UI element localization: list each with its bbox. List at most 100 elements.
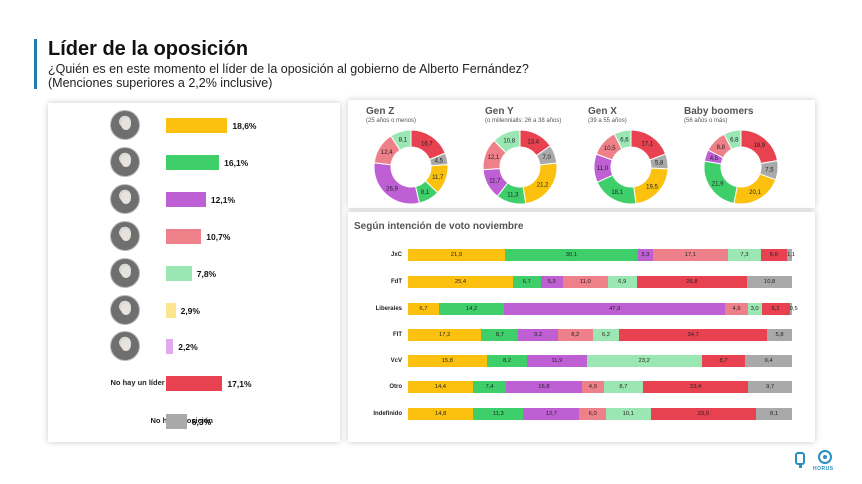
avatar-face xyxy=(121,339,131,351)
donut-slice-label: 10,5 xyxy=(604,146,616,152)
vote-category-label: JxC xyxy=(390,252,402,258)
donut-slice-label: 13,4 xyxy=(527,140,539,146)
vote-stacked-bar: 25,4 6,7 5,3 11,0 6,9 26,8 10,8 xyxy=(408,276,792,288)
vote-segment: 1,1 xyxy=(787,249,795,261)
generation-title: Gen Z xyxy=(366,106,395,117)
donut-slice-label: 21,2 xyxy=(537,182,549,188)
leader-bar xyxy=(166,155,220,170)
donut-slice-label: 12,4 xyxy=(381,150,393,156)
generation-donut: 19,9 7,5 20,1 21,9 4,5 8,8 6,8 xyxy=(703,129,779,205)
vote-segment: 5,3 xyxy=(540,276,563,288)
vote-segment: 11,0 xyxy=(562,276,609,288)
donut-slice-label: 11,3 xyxy=(507,193,519,199)
leader-avatar xyxy=(110,184,140,214)
donut-slice-label: 6,8 xyxy=(730,137,739,143)
vote-segment: 14,8 xyxy=(408,408,474,420)
donut-slice-label: 12,1 xyxy=(487,155,499,161)
vote-segment: 14,4 xyxy=(408,381,473,393)
vote-category-label: Liberales xyxy=(375,306,402,312)
vote-row: FIT 17,2 8,7 9,2 8,2 6,2 34,7 5,8 xyxy=(348,329,815,341)
vote-category-label: FIT xyxy=(393,332,402,338)
leader-row: 16,1% xyxy=(48,145,340,179)
leader-value-label: 17,1% xyxy=(227,379,252,389)
leader-value-label: 10,7% xyxy=(206,232,231,242)
donut-slice-label: 8,8 xyxy=(717,145,726,151)
vote-segment: 8,7 xyxy=(481,329,519,341)
donut-slice-label: 10,8 xyxy=(503,139,515,145)
vote-segment: 15,8 xyxy=(408,355,487,367)
leader-value-label: 2,9% xyxy=(180,306,200,316)
vote-stacked-bar: 21,9 30,1 3,3 17,1 7,3 6,0 1,1 xyxy=(408,249,795,261)
leader-value-label: 2,2% xyxy=(178,342,198,352)
leader-bar xyxy=(166,414,187,429)
generation-subtitle: (25 años o menos) xyxy=(366,118,417,124)
leader-avatar xyxy=(110,331,140,361)
vote-segment: 30,1 xyxy=(504,249,639,261)
vote-stacked-bar: 6,7 14,2 47,9 4,9 3,0 6,1 0,5 xyxy=(408,303,798,315)
leader-category-label: No hay oposición xyxy=(150,416,213,425)
vote-segment: 8,1 xyxy=(756,408,792,420)
donut-slice-label: 7,0 xyxy=(543,155,552,161)
vote-segment: 6,0 xyxy=(579,408,606,420)
leader-bar xyxy=(166,376,223,391)
donut-slice-label: 20,1 xyxy=(749,190,761,196)
generation-subtitle: (39 a 55 años) xyxy=(588,118,627,124)
generation-title: Gen X xyxy=(588,106,617,117)
donut-slice xyxy=(493,129,521,154)
vote-segment: 5,8 xyxy=(767,329,792,341)
donut-slice-label: 8,1 xyxy=(399,138,408,144)
avatar-face xyxy=(121,118,131,130)
leader-bar xyxy=(166,266,192,281)
leader-row: 10,7% xyxy=(48,219,340,253)
vote-segment: 0,5 xyxy=(789,303,798,315)
vote-segment: 11,9 xyxy=(527,355,587,367)
horus-logo-icon xyxy=(818,450,832,464)
avatar-face xyxy=(121,229,131,241)
generation-title: Baby boomers xyxy=(684,106,754,117)
leader-value-label: 6,3% xyxy=(191,417,212,427)
avatar-face xyxy=(121,155,131,167)
generation-donuts-panel: Gen Z (25 años o menos) 16,7 4,5 11,7 8,1 26,9… xyxy=(348,100,815,208)
vote-segment: 14,2 xyxy=(438,303,505,315)
vote-category-label: VcV xyxy=(390,358,402,364)
donut-slice-label: 5,8 xyxy=(655,161,664,167)
subtitle-line-1: ¿Quién es en este momento el líder de la… xyxy=(48,62,529,76)
donut-slice-label: 11,7 xyxy=(432,175,444,181)
leader-row: 2,9% xyxy=(48,293,340,327)
vote-segment: 4,9 xyxy=(581,381,604,393)
leader-row: 12,1% xyxy=(48,182,340,216)
donut-slice xyxy=(373,162,420,205)
vote-segment: 6,7 xyxy=(408,303,439,315)
donut-slice-label: 8,1 xyxy=(421,190,430,196)
leader-row: 18,6% xyxy=(48,108,340,142)
leader-avatar xyxy=(110,147,140,177)
vote-segment: 17,2 xyxy=(408,329,482,341)
donut-slice-label: 21,9 xyxy=(712,181,724,187)
vote-segment: 8,2 xyxy=(486,355,528,367)
vote-row: Otro 14,4 7,4 16,8 4,9 8,7 23,4 9,7 xyxy=(348,381,815,393)
leader-avatar xyxy=(110,221,140,251)
leader-row: No hay un líder de oposición 17,1% xyxy=(48,366,340,400)
leader-bar xyxy=(166,339,174,354)
donut-slice-label: 6,6 xyxy=(620,137,629,143)
vote-segment: 6,0 xyxy=(760,249,788,261)
vote-stacked-bar: 15,8 8,2 11,9 23,2 8,7 9,4 xyxy=(408,355,792,367)
leader-bar xyxy=(166,303,176,318)
vote-segment: 16,8 xyxy=(506,381,582,393)
donut-slice-label: 26,9 xyxy=(386,186,398,192)
vote-segment: 7,3 xyxy=(728,249,761,261)
donut-slice-label: 11,7 xyxy=(489,179,501,185)
vote-segment: 3,0 xyxy=(747,303,762,315)
avatar-face xyxy=(121,266,131,278)
vote-segment: 21,9 xyxy=(408,249,505,261)
leader-bar xyxy=(166,192,206,207)
vote-segment: 3,3 xyxy=(638,249,653,261)
vote-category-label: Otro xyxy=(389,384,402,390)
leader-value-label: 16,1% xyxy=(224,158,249,168)
leader-bar xyxy=(166,118,228,133)
page-title: Líder de la oposición xyxy=(48,38,249,60)
generation-subtitle: (56 años o más) xyxy=(684,118,728,124)
vote-segment: 6,1 xyxy=(761,303,790,315)
vote-segment: 23,2 xyxy=(586,355,702,367)
